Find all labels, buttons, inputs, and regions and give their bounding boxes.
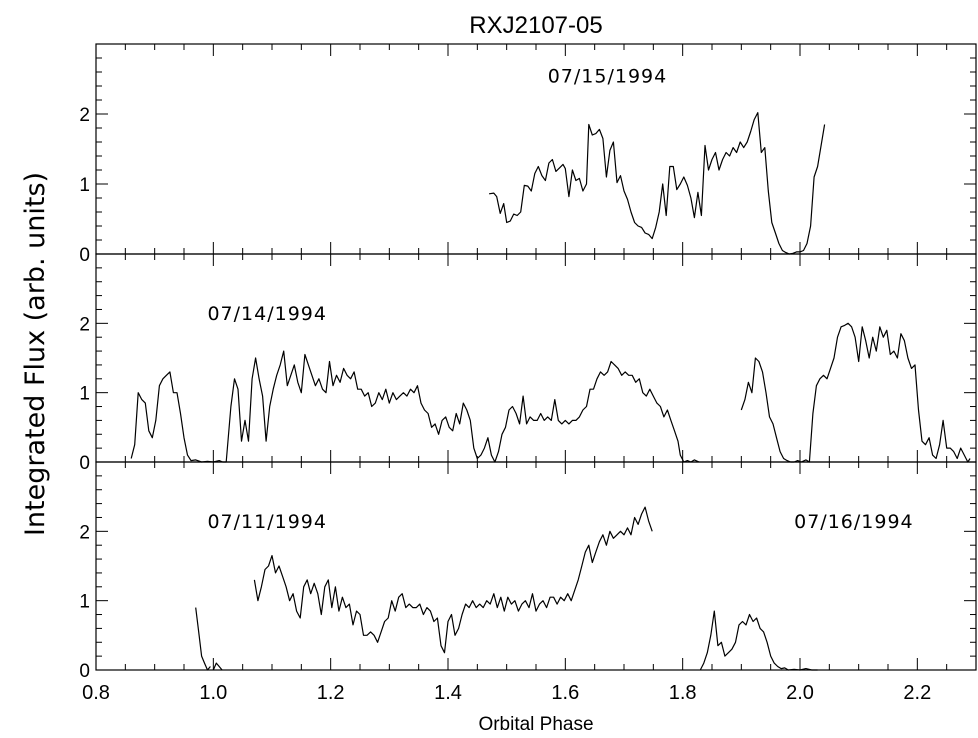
x-tick-label: 1.6 <box>551 682 579 704</box>
chart-title: RXJ2107-05 <box>469 12 602 39</box>
series-line <box>740 322 971 463</box>
y-axis-label: Integrated Flux (arb. units) <box>20 172 51 536</box>
x-tick-label: 1.4 <box>434 682 462 704</box>
y-tick-label: 0 <box>79 453 90 474</box>
panel-2: 0 1 2 07/14/1994 <box>79 253 977 474</box>
x-axis-label: Orbital Phase <box>478 714 593 735</box>
y-tick-label: 2 <box>79 522 90 543</box>
date-annotation: 07/11/1994 <box>207 511 327 533</box>
series-line <box>195 607 211 671</box>
series-line <box>253 506 653 654</box>
panel-frame <box>95 253 977 463</box>
y-tick-label: 2 <box>79 314 90 335</box>
panel-frame <box>95 43 977 255</box>
series-line <box>699 610 818 671</box>
series-line <box>130 350 700 463</box>
x-tick-labels: 0.8 1.0 1.2 1.4 1.6 1.8 2.0 2.2 <box>82 682 931 704</box>
panel-3: 0 1 2 07/11/1994 07/16/1994 <box>79 461 977 682</box>
y-tick-label: 2 <box>79 105 90 126</box>
date-annotation: 07/14/1994 <box>207 303 327 325</box>
panel-1: 0 1 2 07/15/1994 <box>79 43 977 266</box>
x-tick-label: 1.0 <box>199 682 227 704</box>
date-annotation: 07/16/1994 <box>794 511 914 533</box>
series-line <box>212 662 223 671</box>
series-line <box>489 111 826 255</box>
x-tick-label: 1.2 <box>317 682 345 704</box>
x-tick-label: 0.8 <box>82 682 110 704</box>
x-tick-label: 1.8 <box>669 682 697 704</box>
panel-frame <box>95 461 977 671</box>
date-annotation: 07/15/1994 <box>548 66 668 88</box>
y-tick-label: 1 <box>79 175 90 196</box>
y-tick-label: 1 <box>79 384 90 405</box>
x-tick-label: 2.0 <box>786 682 814 704</box>
y-tick-label: 1 <box>79 592 90 613</box>
y-tick-label: 0 <box>79 661 90 682</box>
x-tick-label: 2.2 <box>903 682 931 704</box>
y-tick-label: 0 <box>79 245 90 266</box>
